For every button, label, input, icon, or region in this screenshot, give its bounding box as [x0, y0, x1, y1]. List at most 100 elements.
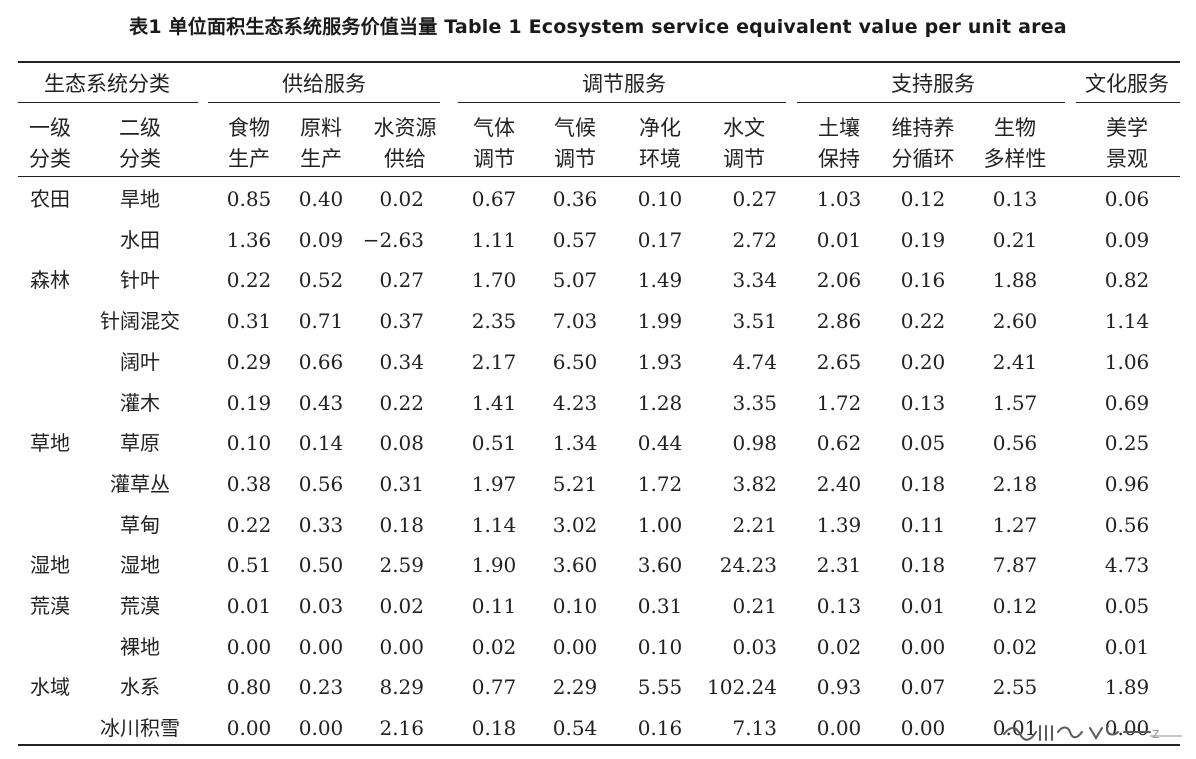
subheader-5-line2: 调节	[473, 147, 515, 171]
table-cell: 1.03	[816, 187, 862, 211]
table-cell: 0.43	[298, 391, 344, 415]
table-cell: 1.36	[226, 228, 272, 252]
row-category: 荒漠	[30, 594, 70, 618]
table-cell: 4.23	[552, 391, 598, 415]
table-cell: 0.00	[298, 716, 344, 740]
row-subcategory: 草原	[120, 431, 160, 455]
table-cell: 0.18	[471, 716, 517, 740]
table-cell: 0.09	[1104, 228, 1150, 252]
subheader-0-line2: 分类	[29, 147, 71, 171]
subheader-9-line1: 土壤	[818, 116, 860, 140]
row-subcategory: 冰川积雪	[100, 716, 180, 740]
row-subcategory: 荒漠	[120, 594, 160, 618]
table-cell: 0.07	[900, 675, 946, 699]
table-cell: 1.34	[552, 431, 598, 455]
table-cell: 0.12	[992, 594, 1038, 618]
subheader-7-line1: 净化	[639, 116, 681, 140]
row-category: 农田	[30, 187, 70, 211]
table-cell: 0.77	[471, 675, 517, 699]
table-cell: 0.31	[226, 309, 272, 333]
table-cell: 0.02	[471, 635, 517, 659]
table-cell: 102.24	[707, 675, 777, 699]
table-cell: 0.31	[637, 594, 683, 618]
table-cell: 0.00	[900, 635, 946, 659]
table-cell: 0.01	[1104, 635, 1150, 659]
subheader-3-line1: 原料	[300, 116, 342, 140]
table-cell: 0.20	[900, 350, 946, 374]
table-cell: 0.03	[298, 594, 344, 618]
table-cell: 0.96	[1104, 472, 1150, 496]
table-header-rule	[18, 176, 1180, 177]
table-cell: 0.18	[900, 472, 946, 496]
table-cell: 1.88	[992, 268, 1038, 292]
table-cell: 0.22	[900, 309, 946, 333]
table-cell: 1.49	[637, 268, 683, 292]
subheader-3-line2: 生产	[300, 147, 342, 171]
subheader-10-line2: 分循环	[891, 147, 955, 171]
row-subcategory: 灌木	[120, 391, 160, 415]
table-cell: 1.14	[471, 513, 517, 537]
table-cell: 0.62	[816, 431, 862, 455]
subheader-2-line1: 食物	[228, 116, 270, 140]
table-cell: 1.90	[471, 553, 517, 577]
table-cell: 0.22	[226, 268, 272, 292]
table-cell: 2.06	[816, 268, 862, 292]
table-cell: 3.60	[552, 553, 598, 577]
table-cell: 3.60	[637, 553, 683, 577]
table-cell: 0.06	[1104, 187, 1150, 211]
table-cell: 0.00	[816, 716, 862, 740]
table-cell: 0.00	[298, 635, 344, 659]
table-cell: 0.71	[298, 309, 344, 333]
table-cell: 0.44	[637, 431, 683, 455]
table-cell: 0.13	[992, 187, 1038, 211]
table-cell: 0.69	[1104, 391, 1150, 415]
table-cell: 1.57	[992, 391, 1038, 415]
header-group-classification: 生态系统分类	[44, 72, 170, 96]
subheader-10-line1: 维持养	[891, 116, 955, 140]
subheader-5-line1: 气体	[473, 116, 515, 140]
table-cell: 0.13	[816, 594, 862, 618]
table-cell: 0.50	[298, 553, 344, 577]
table-cell: 2.18	[992, 472, 1038, 496]
table-cell: 7.13	[732, 716, 777, 740]
table-cell: 0.09	[298, 228, 344, 252]
table-cell: 0.10	[637, 187, 683, 211]
table-cell: 0.02	[816, 635, 862, 659]
table-top-rule	[18, 61, 1180, 63]
table-cell: 1.06	[1104, 350, 1150, 374]
table-cell: 1.14	[1104, 309, 1150, 333]
table-cell: 8.29	[379, 675, 424, 699]
table-bottom-rule	[18, 744, 1180, 746]
table-cell: 0.19	[226, 391, 272, 415]
table-cell: 0.56	[1104, 513, 1150, 537]
table-cell: 0.10	[637, 635, 683, 659]
table-cell: 0.11	[471, 594, 517, 618]
table-cell: 0.67	[471, 187, 517, 211]
table-cell: 0.00	[900, 716, 946, 740]
row-subcategory: 灌草丛	[110, 472, 170, 496]
table-cell: 5.55	[637, 675, 683, 699]
table-cell: 0.37	[379, 309, 424, 333]
row-subcategory: 针叶	[120, 268, 160, 292]
table-cell: 0.98	[732, 431, 777, 455]
table-cell: 2.21	[732, 513, 777, 537]
row-subcategory: 裸地	[120, 635, 160, 659]
table-cell: 0.40	[298, 187, 344, 211]
table-caption: 表1 单位面积生态系统服务价值当量 Table 1 Ecosystem serv…	[129, 16, 1067, 38]
table-cell: 0.00	[1104, 716, 1150, 740]
table-cell: 1.72	[637, 472, 683, 496]
group-underline-4	[1076, 102, 1180, 103]
table-cell: 0.22	[379, 391, 424, 415]
table-cell: 2.40	[816, 472, 862, 496]
subheader-11-line1: 生物	[994, 116, 1036, 140]
header-group-2: 支持服务	[891, 72, 975, 96]
row-subcategory: 旱地	[120, 187, 160, 211]
table-cell: 0.12	[900, 187, 946, 211]
table-cell: 2.35	[471, 309, 517, 333]
subheader-6-line2: 调节	[554, 147, 596, 171]
table-cell: 0.14	[298, 431, 344, 455]
row-category: 湿地	[30, 553, 70, 577]
table-cell: 0.54	[552, 716, 598, 740]
subheader-2-line2: 生产	[228, 147, 270, 171]
group-underline-3	[797, 102, 1065, 103]
